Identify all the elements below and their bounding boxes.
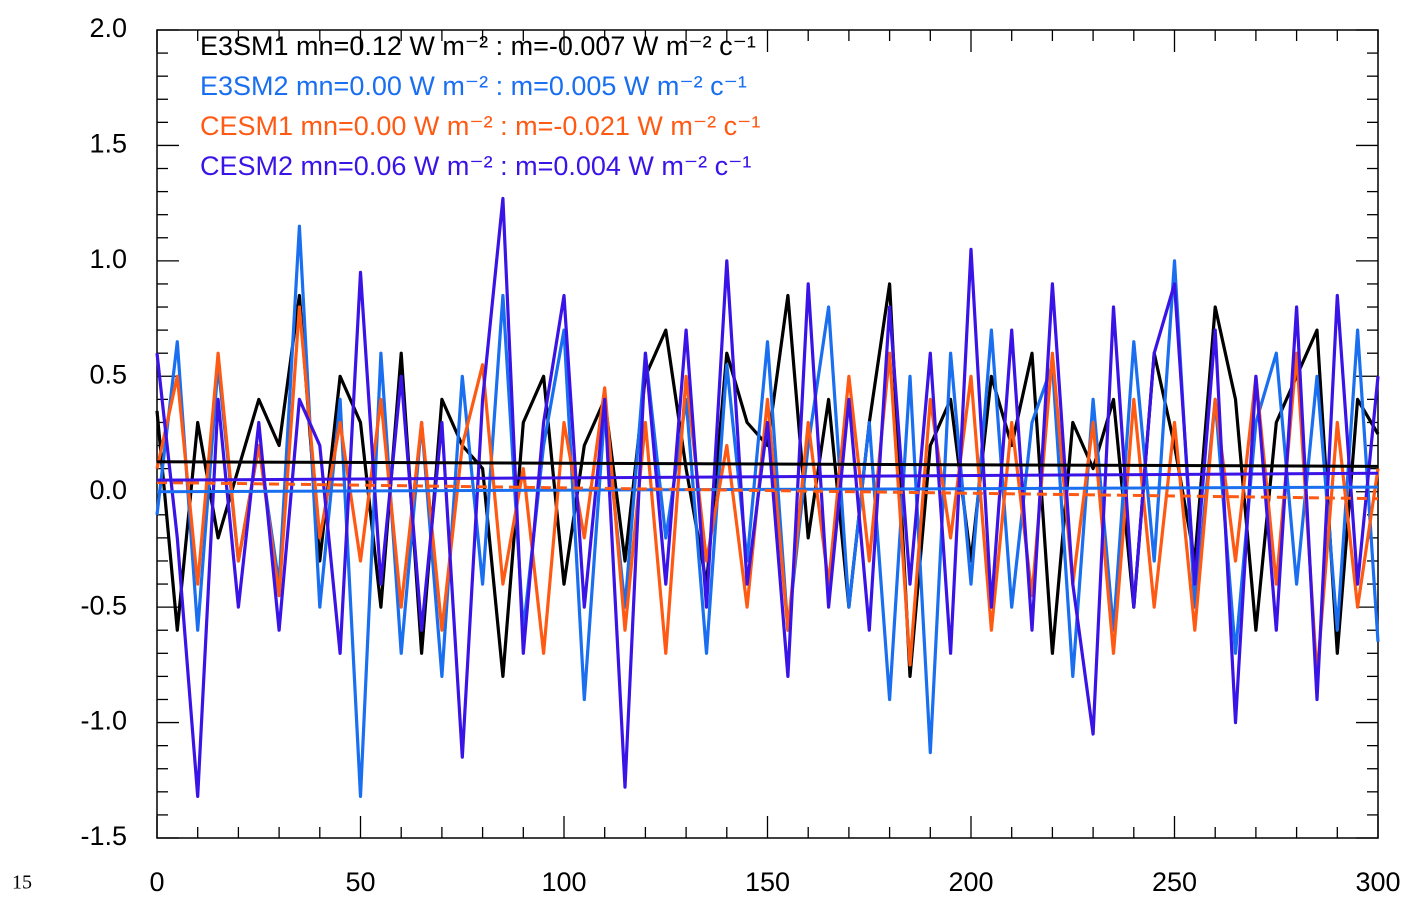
legend-entry: CESM1 mn=0.00 W m⁻² : m=-0.021 W m⁻² c⁻¹ <box>200 111 760 141</box>
y-tick-label: -0.5 <box>80 590 127 620</box>
fit-line <box>156 471 1379 482</box>
y-tick-label: -1.5 <box>80 821 127 851</box>
series-line <box>155 305 1380 678</box>
series-line <box>155 196 1380 798</box>
x-tick-label: 300 <box>1355 867 1400 897</box>
y-tick-label: 0.5 <box>89 359 127 389</box>
y-tick-label: 0.0 <box>89 475 127 505</box>
legend-entry: E3SM2 mn=0.00 W m⁻² : m=0.005 W m⁻² c⁻¹ <box>200 71 747 101</box>
x-tick-label: 200 <box>948 867 993 897</box>
y-tick-label: -1.0 <box>80 706 127 736</box>
x-tick-label: 100 <box>541 867 586 897</box>
x-tick-label: 50 <box>345 867 375 897</box>
fit-line <box>156 480 1379 501</box>
x-tick-label: 0 <box>149 867 164 897</box>
fit-line <box>156 460 1379 468</box>
x-tick-label: 150 <box>745 867 790 897</box>
legend-entry: CESM2 mn=0.06 W m⁻² : m=0.004 W m⁻² c⁻¹ <box>200 151 751 181</box>
y-tick-label: 2.0 <box>89 13 127 43</box>
corner-label: 15 <box>12 872 32 894</box>
series-line <box>155 282 1380 678</box>
y-tick-label: 1.5 <box>89 129 127 159</box>
x-tick-label: 250 <box>1152 867 1197 897</box>
legend-entry: E3SM1 mn=0.12 W m⁻² : m=-0.007 W m⁻² c⁻¹ <box>200 31 756 61</box>
y-tick-label: 1.0 <box>89 244 127 274</box>
series-line <box>155 224 1380 798</box>
